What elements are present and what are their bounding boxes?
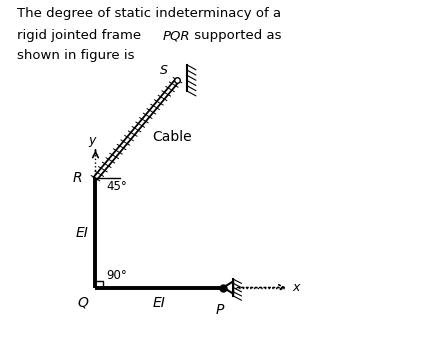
Text: PQR: PQR	[163, 29, 190, 42]
Text: S: S	[160, 64, 168, 77]
Text: shown in figure is: shown in figure is	[17, 49, 135, 62]
Text: R: R	[73, 171, 82, 185]
Text: EI: EI	[76, 226, 89, 240]
Text: x: x	[292, 281, 299, 294]
Text: 45°: 45°	[106, 179, 127, 193]
Text: Cable: Cable	[152, 130, 192, 144]
Text: EI: EI	[153, 296, 166, 310]
Text: The degree of static indeterminacy of a: The degree of static indeterminacy of a	[17, 7, 281, 20]
Text: P: P	[216, 303, 224, 317]
Text: y: y	[88, 134, 96, 147]
Text: 90°: 90°	[106, 269, 127, 282]
Text: supported as: supported as	[190, 29, 281, 42]
Text: Q: Q	[77, 296, 88, 310]
Text: rigid jointed frame: rigid jointed frame	[17, 29, 145, 42]
